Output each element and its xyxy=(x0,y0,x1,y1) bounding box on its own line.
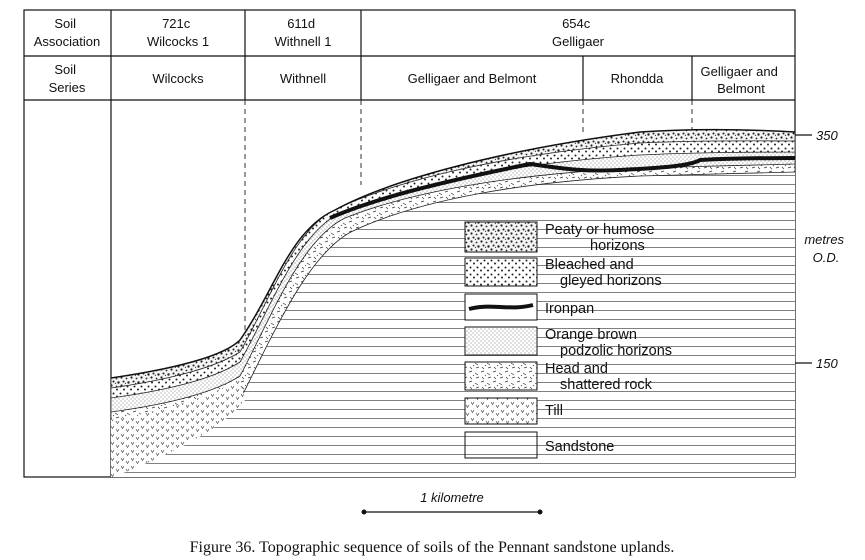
legend-label-bleached: Bleached and gleyed horizons xyxy=(545,257,662,289)
elevation-axis: 350 150 metres O.D. xyxy=(795,128,847,371)
legend-swatch-head xyxy=(464,361,538,391)
series-wilcocks: Wilcocks xyxy=(152,71,204,86)
tick-label-150: 150 xyxy=(816,356,838,371)
figure-caption: Figure 36. Topographic sequence of soils… xyxy=(190,539,675,556)
legend-label-till: Till xyxy=(545,403,563,419)
association-gelligaer: 654c Gelligaer xyxy=(552,16,605,49)
legend-label-ironpan: Ironpan xyxy=(545,301,594,317)
ground-surface xyxy=(110,128,796,379)
legend-label-peaty: Peaty or humose horizons xyxy=(545,222,659,254)
series-withnell: Withnell xyxy=(280,71,326,86)
association-header-label: Soil Association xyxy=(34,16,100,49)
legend-swatch-orange xyxy=(464,326,538,356)
legend: Peaty or humose horizons Bleached and gl… xyxy=(464,221,672,459)
association-withnell: 611d Withnell 1 xyxy=(274,16,331,49)
tick-label-350: 350 xyxy=(816,128,838,143)
series-gelligaer-belmont: Gelligaer and Belmont xyxy=(408,71,537,86)
cross-section xyxy=(111,129,795,477)
legend-swatch-peaty xyxy=(464,221,538,253)
legend-label-head: Head and shattered rock xyxy=(545,361,653,393)
association-wilcocks: 721c Wilcocks 1 xyxy=(147,16,209,49)
legend-label-orange: Orange brown podzolic horizons xyxy=(545,327,672,359)
zone-boundaries xyxy=(244,100,693,340)
series-gelligaer-belmont-2: Gelligaer and Belmont xyxy=(701,64,782,96)
legend-label-sandstone: Sandstone xyxy=(545,439,614,455)
legend-swatch-till xyxy=(464,397,538,425)
series-header-label: Soil Series xyxy=(49,62,86,95)
ironpan-band xyxy=(329,156,795,220)
axis-unit-label: metres O.D. xyxy=(804,232,847,265)
legend-swatch-bleached xyxy=(464,257,538,287)
scale-bar: 1 kilometre xyxy=(361,490,543,515)
scale-bar-label: 1 kilometre xyxy=(420,490,484,505)
legend-swatch-sandstone xyxy=(464,431,538,459)
series-rhondda: Rhondda xyxy=(611,71,665,86)
till-layer xyxy=(111,378,245,477)
